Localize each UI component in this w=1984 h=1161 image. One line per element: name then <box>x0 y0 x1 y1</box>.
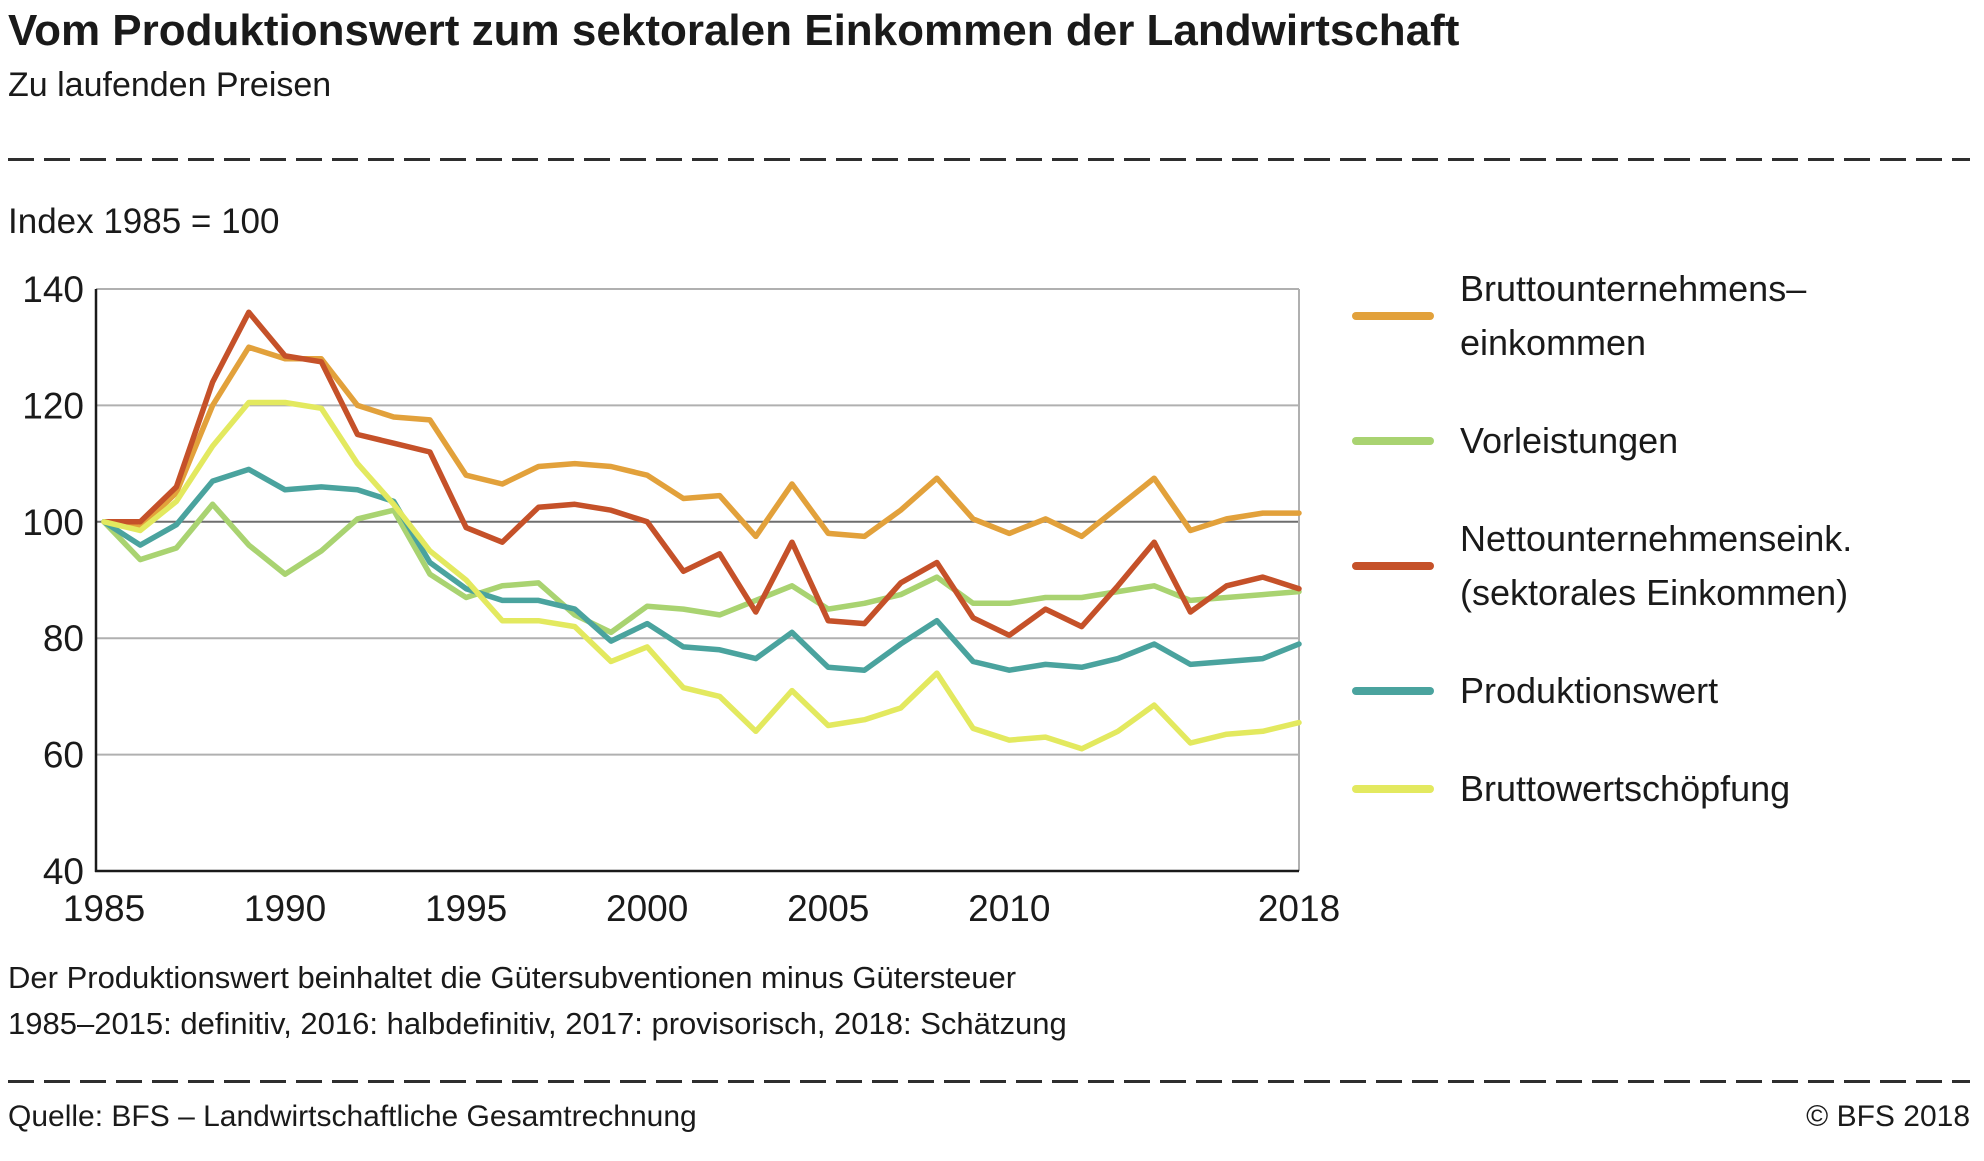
legend-swatch-bruttowertschoepfung <box>1352 785 1434 793</box>
legend-label-produktionswert: Produktionswert <box>1460 670 1719 711</box>
source-text: Quelle: BFS – Landwirtschaftliche Gesamt… <box>8 1100 697 1133</box>
legend-item-bruttowertschoepfung: Bruttowertschöpfung <box>1352 762 1952 816</box>
x-tick-label: 2005 <box>787 888 869 929</box>
series-vorleistungen <box>101 501 1302 636</box>
line-chart: 40 60 80 100 120 140 1985 1990 1995 2000 2005 2010 2… <box>22 269 1340 929</box>
legend-swatch-vorleistungen <box>1352 437 1434 445</box>
x-tick-label: 1995 <box>425 888 507 929</box>
legend-item-bruttounternehmenseinkommen: Bruttounternehmens– einkommen <box>1352 262 1952 370</box>
header-divider <box>8 158 1970 161</box>
legend: Bruttounternehmens– einkommen Vorleistung… <box>1352 262 1952 816</box>
y-tick-label: 40 <box>43 851 84 892</box>
series-nettounternehmenseinkommen <box>101 309 1302 639</box>
series-bruttowertschoepfung <box>101 399 1302 752</box>
footer-divider <box>8 1080 1970 1083</box>
footnote-2: 1985–2015: definitiv, 2016: halbdefiniti… <box>8 1006 1067 1041</box>
legend-swatch-produktionswert <box>1352 687 1434 695</box>
y-tick-label: 140 <box>22 269 84 310</box>
x-tick-label: 2000 <box>606 888 688 929</box>
y-tick-label: 60 <box>43 735 84 776</box>
x-tick-label: 2018 <box>1258 888 1340 929</box>
y-tick-label: 120 <box>22 385 84 426</box>
legend-swatch-nettounternehmenseinkommen <box>1352 562 1434 570</box>
legend-label-bruttowertschoepfung: Bruttowertschöpfung <box>1460 768 1791 809</box>
page-subtitle: Zu laufenden Preisen <box>8 66 332 104</box>
legend-item-produktionswert: Produktionswert <box>1352 664 1952 718</box>
x-tick-label: 1985 <box>63 888 145 929</box>
legend-label-vorleistungen: Vorleistungen <box>1460 420 1679 461</box>
x-tick-label: 1990 <box>244 888 326 929</box>
legend-item-nettounternehmenseinkommen: Nettounternehmenseink. (sektorales Einko… <box>1352 512 1952 620</box>
index-annotation: Index 1985 = 100 <box>8 202 280 241</box>
series-produktionswert <box>101 466 1302 673</box>
y-tick-label: 80 <box>43 618 84 659</box>
page-title: Vom Produktionswert zum sektoralen Einko… <box>8 6 1460 55</box>
y-tick-label: 100 <box>22 502 84 543</box>
footnote-1: Der Produktionswert beinhaltet die Güter… <box>8 960 1017 995</box>
legend-label-nettounternehmenseinkommen: Nettounternehmenseink. (sektorales Einko… <box>1460 518 1853 613</box>
series-bruttounternehmenseinkommen <box>101 344 1302 540</box>
copyright-text: © BFS 2018 <box>1806 1100 1970 1133</box>
legend-swatch-bruttounternehmenseinkommen <box>1352 312 1434 320</box>
legend-item-vorleistungen: Vorleistungen <box>1352 414 1952 468</box>
legend-label-bruttounternehmenseinkommen: Bruttounternehmens– einkommen <box>1460 268 1807 363</box>
x-tick-label: 2010 <box>968 888 1050 929</box>
